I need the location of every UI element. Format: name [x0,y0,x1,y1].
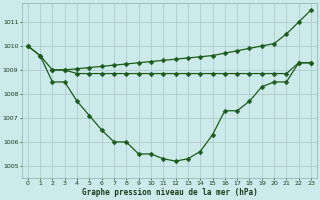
X-axis label: Graphe pression niveau de la mer (hPa): Graphe pression niveau de la mer (hPa) [82,188,257,197]
